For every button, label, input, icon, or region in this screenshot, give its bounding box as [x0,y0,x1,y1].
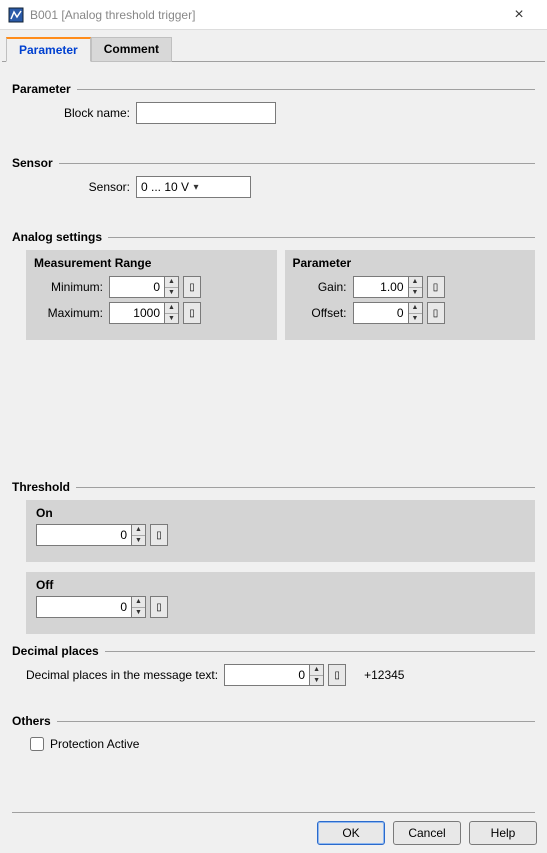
heading-text: Parameter [12,82,71,96]
block-name-input[interactable] [136,102,276,124]
section-sensor-heading: Sensor [12,156,535,170]
app-icon [8,7,24,23]
threshold-on-label: On [36,506,525,520]
offset-spinner[interactable]: ▲▼ [409,302,423,324]
ok-button[interactable]: OK [317,821,385,845]
threshold-off-panel: Off ▲▼ ▯ [26,572,535,634]
section-decimals-heading: Decimal places [12,644,535,658]
cancel-button[interactable]: Cancel [393,821,461,845]
threshold-on-spinner[interactable]: ▲▼ [132,524,146,546]
threshold-off-ref-button[interactable]: ▯ [150,596,168,618]
decimals-ref-button[interactable]: ▯ [328,664,346,686]
close-icon[interactable]: × [499,6,539,24]
help-button[interactable]: Help [469,821,537,845]
gain-ref-button[interactable]: ▯ [427,276,445,298]
tab-content: Parameter Block name: Sensor Sensor: 0 .… [0,64,547,813]
dialog-footer: OK Cancel Help [0,813,547,853]
heading-text: Threshold [12,480,70,494]
threshold-on-ref-button[interactable]: ▯ [150,524,168,546]
maximum-spinner[interactable]: ▲▼ [165,302,179,324]
measurement-title: Measurement Range [34,256,269,270]
analog-parameter-panel: Parameter Gain: ▲▼ ▯ Offset: ▲▼ ▯ [285,250,536,340]
decimals-spinner[interactable]: ▲▼ [310,664,324,686]
heading-text: Sensor [12,156,53,170]
tab-strip: Parameter Comment [0,30,547,61]
tab-comment[interactable]: Comment [91,37,172,62]
sensor-label: Sensor: [26,180,136,194]
title-bar: B001 [Analog threshold trigger] × [0,0,547,30]
threshold-off-input[interactable] [36,596,132,618]
offset-ref-button[interactable]: ▯ [427,302,445,324]
threshold-off-label: Off [36,578,525,592]
sensor-selected-value: 0 ... 10 V [141,180,194,194]
maximum-input[interactable] [109,302,165,324]
minimum-label: Minimum: [34,280,109,294]
protection-label: Protection Active [50,737,139,751]
gain-input[interactable] [353,276,409,298]
chevron-down-icon: ▾ [194,182,247,193]
minimum-spinner[interactable]: ▲▼ [165,276,179,298]
section-parameter-heading: Parameter [12,82,535,96]
offset-label: Offset: [293,306,353,320]
section-others-heading: Others [12,714,535,728]
maximum-ref-button[interactable]: ▯ [183,302,201,324]
protection-checkbox[interactable] [30,737,44,751]
decimals-example: +12345 [364,668,404,682]
section-analog-heading: Analog settings [12,230,535,244]
offset-input[interactable] [353,302,409,324]
tab-parameter[interactable]: Parameter [6,37,91,62]
sensor-select[interactable]: 0 ... 10 V ▾ [136,176,251,198]
measurement-range-panel: Measurement Range Minimum: ▲▼ ▯ Maximum:… [26,250,277,340]
gain-label: Gain: [293,280,353,294]
heading-text: Analog settings [12,230,102,244]
minimum-ref-button[interactable]: ▯ [183,276,201,298]
threshold-on-input[interactable] [36,524,132,546]
window-title: B001 [Analog threshold trigger] [30,8,499,22]
section-threshold-heading: Threshold [12,480,535,494]
gain-spinner[interactable]: ▲▼ [409,276,423,298]
heading-text: Decimal places [12,644,99,658]
minimum-input[interactable] [109,276,165,298]
threshold-off-spinner[interactable]: ▲▼ [132,596,146,618]
maximum-label: Maximum: [34,306,109,320]
decimals-input[interactable] [224,664,310,686]
analog-param-title: Parameter [293,256,528,270]
threshold-on-panel: On ▲▼ ▯ [26,500,535,562]
heading-text: Others [12,714,51,728]
block-name-label: Block name: [26,106,136,120]
decimals-label: Decimal places in the message text: [26,668,218,682]
